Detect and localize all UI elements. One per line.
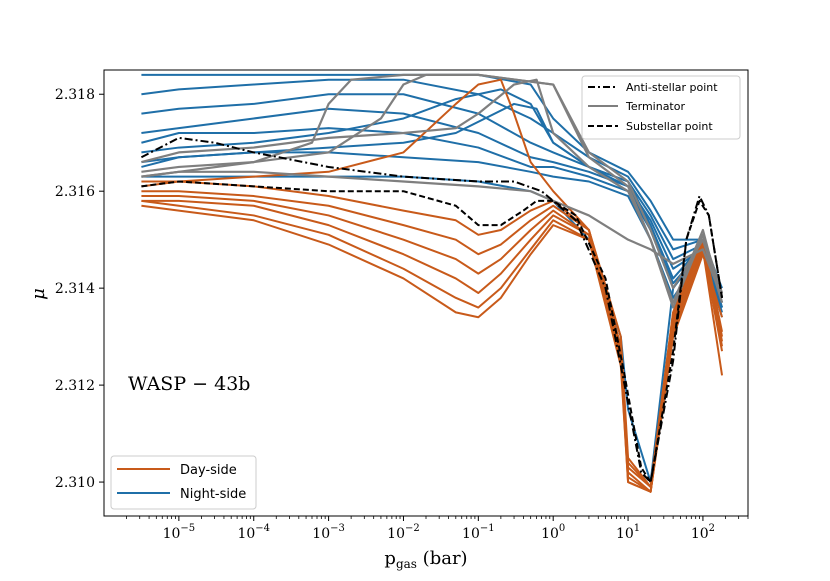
legend-top-right: Anti-stellar point Terminator Substellar… bbox=[581, 75, 741, 140]
series-line-sub-21 bbox=[141, 180, 724, 484]
series-line-night-8 bbox=[141, 102, 723, 308]
legend-substellar-label: Substellar point bbox=[626, 120, 713, 133]
x-tick-label: 10−1 bbox=[462, 523, 495, 542]
planet-annotation: WASP − 43b bbox=[128, 373, 250, 395]
y-axis-label: μ bbox=[28, 288, 49, 300]
x-tick-label: 101 bbox=[616, 523, 640, 542]
x-tick-label: 10−4 bbox=[237, 523, 270, 542]
series-line-night-0 bbox=[141, 73, 723, 289]
x-axis-label: pgas (bar) bbox=[384, 548, 467, 571]
series-layer bbox=[140, 73, 724, 493]
y-tick-label: 2.316 bbox=[55, 184, 95, 200]
x-tick-label: 100 bbox=[541, 523, 565, 542]
series-line-anti-20 bbox=[140, 136, 724, 484]
y-tick-label: 2.318 bbox=[55, 87, 95, 103]
x-tick-label: 10−5 bbox=[163, 523, 196, 542]
series-line-night-1 bbox=[141, 78, 723, 299]
series-line-terminator-18 bbox=[141, 78, 724, 304]
legend-anti-stellar-label: Anti-stellar point bbox=[626, 81, 718, 94]
legend-dayside-label: Day-side bbox=[180, 463, 237, 478]
y-tick-label: 2.310 bbox=[55, 475, 95, 491]
x-tick-label: 10−3 bbox=[312, 523, 345, 542]
series-line-terminator-19 bbox=[141, 170, 724, 299]
legend-nightside-label: Night-side bbox=[180, 487, 246, 502]
series-line-night-2 bbox=[141, 93, 723, 304]
legend-bottom-left: Day-side Night-side bbox=[110, 455, 257, 510]
y-tick-label: 2.312 bbox=[55, 378, 95, 394]
y-tick-label: 2.314 bbox=[55, 281, 95, 297]
legend-terminator-label: Terminator bbox=[625, 100, 685, 113]
x-tick-label: 102 bbox=[691, 523, 715, 542]
series-line-night-7 bbox=[141, 88, 723, 304]
axes-ticks: 10−5 10−4 10−3 10−2 10−1 100 101 102 2.310 2.312 2… bbox=[55, 87, 749, 542]
x-tick-label: 10−2 bbox=[387, 523, 420, 542]
